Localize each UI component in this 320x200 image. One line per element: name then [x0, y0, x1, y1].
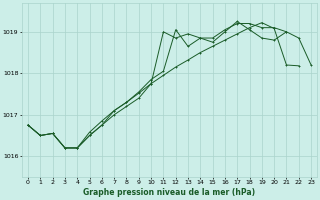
X-axis label: Graphe pression niveau de la mer (hPa): Graphe pression niveau de la mer (hPa): [84, 188, 256, 197]
